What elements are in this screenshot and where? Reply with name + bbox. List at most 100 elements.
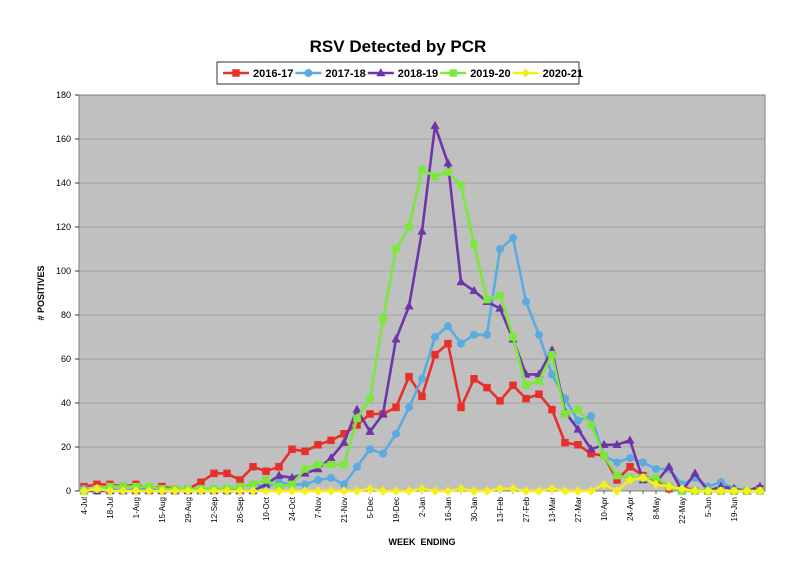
data-point xyxy=(391,334,401,343)
grid xyxy=(79,138,765,448)
legend-entry: 2019-20 xyxy=(440,68,511,80)
data-point xyxy=(470,375,478,383)
data-point xyxy=(144,486,154,496)
data-point xyxy=(365,426,375,435)
data-point xyxy=(561,410,569,418)
data-point xyxy=(262,476,270,484)
legend-marker xyxy=(449,69,457,77)
data-point xyxy=(249,463,257,471)
x-tick-label: 26-Sep xyxy=(236,496,245,522)
y-tick-label: 0 xyxy=(66,486,71,496)
data-point xyxy=(548,350,556,359)
data-point xyxy=(248,486,258,496)
data-point xyxy=(183,486,193,496)
data-point xyxy=(534,330,544,339)
data-point xyxy=(457,181,465,189)
data-point xyxy=(638,472,648,483)
data-point xyxy=(444,339,452,348)
data-point xyxy=(223,469,231,478)
data-point xyxy=(209,486,219,496)
y-tick-label: 140 xyxy=(56,178,71,188)
data-point xyxy=(352,486,362,496)
data-point xyxy=(287,486,297,496)
legend-label: 2018-19 xyxy=(398,68,438,80)
y-tick-label: 20 xyxy=(61,442,71,452)
data-point xyxy=(431,172,439,181)
legend-entry: 2017-18 xyxy=(295,68,366,80)
data-point xyxy=(612,458,622,467)
data-point xyxy=(586,412,596,421)
data-point xyxy=(339,486,349,496)
data-point xyxy=(274,470,284,479)
data-point xyxy=(105,486,115,496)
data-point xyxy=(417,226,427,235)
data-point xyxy=(366,410,374,418)
data-point xyxy=(716,486,726,496)
legend-label: 2016-17 xyxy=(253,68,293,80)
legend-marker xyxy=(232,69,240,77)
x-axis: 4-Jul 18-Jul 1-Aug 15-Aug 29-Aug 12-Sep 26-Sep… xyxy=(80,491,761,524)
data-point xyxy=(522,394,530,403)
y-tick-label: 80 xyxy=(61,310,71,320)
data-point xyxy=(495,483,505,494)
data-point xyxy=(170,486,180,496)
data-point xyxy=(405,372,413,381)
data-point xyxy=(535,390,543,398)
x-tick-label: 5-Jun xyxy=(704,497,713,517)
data-point xyxy=(495,244,505,254)
data-point xyxy=(235,486,245,496)
data-point xyxy=(548,405,556,414)
data-point xyxy=(314,460,322,469)
data-point xyxy=(339,437,349,446)
data-point xyxy=(326,473,336,482)
data-point xyxy=(391,486,401,496)
y-tick-label: 100 xyxy=(56,266,71,276)
data-point xyxy=(404,301,414,310)
data-point xyxy=(405,223,413,231)
x-tick-label: 21-Nov xyxy=(340,497,349,523)
data-point xyxy=(456,276,466,286)
x-tick-label: 10-Oct xyxy=(262,496,271,521)
data-point xyxy=(547,483,557,494)
data-point xyxy=(651,464,661,474)
data-point xyxy=(573,416,583,425)
x-tick-label: 29-Aug xyxy=(184,497,193,523)
data-point xyxy=(196,486,206,496)
x-axis-label: WEEK ENDING xyxy=(388,537,455,547)
data-point xyxy=(313,475,323,485)
data-point xyxy=(301,465,309,473)
data-point xyxy=(457,403,465,412)
data-point xyxy=(379,315,387,324)
data-point xyxy=(366,394,374,403)
data-point xyxy=(327,436,335,445)
data-point xyxy=(378,486,388,496)
data-point xyxy=(508,233,518,243)
data-point xyxy=(495,303,505,312)
x-tick-label: 2-Jan xyxy=(418,497,427,517)
data-point xyxy=(469,486,479,496)
data-point xyxy=(483,383,491,392)
x-tick-label: 24-Oct xyxy=(288,496,297,521)
legend-entry: 2016-17 xyxy=(223,68,293,80)
data-point xyxy=(404,403,414,412)
x-tick-label: 16-Jan xyxy=(444,497,453,521)
data-point xyxy=(521,297,531,306)
data-point xyxy=(521,486,531,496)
data-point xyxy=(599,479,609,490)
series-layer xyxy=(79,120,765,496)
data-point xyxy=(443,321,453,331)
data-point xyxy=(430,486,440,496)
data-point xyxy=(92,483,102,494)
data-point xyxy=(378,449,388,458)
data-point xyxy=(625,453,635,463)
legend: 2016-17 2017-18 2018-19 2019-20 2020-21 xyxy=(216,61,583,85)
plot-area xyxy=(78,94,766,492)
data-point xyxy=(690,486,700,496)
legend-marker xyxy=(376,67,386,77)
chart-title: RSV Detected by PCR xyxy=(310,37,487,56)
data-point xyxy=(469,330,479,339)
data-point xyxy=(275,463,283,471)
data-point xyxy=(509,381,517,390)
data-point xyxy=(469,285,479,295)
